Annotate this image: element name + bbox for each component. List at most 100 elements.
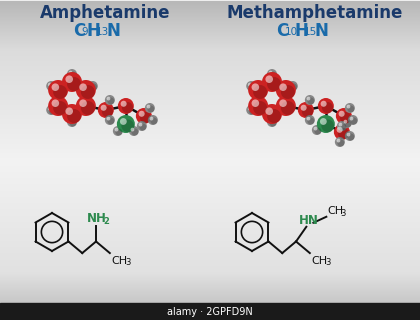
Circle shape — [336, 127, 343, 133]
Circle shape — [53, 101, 67, 115]
Text: NH: NH — [87, 212, 107, 225]
Circle shape — [115, 128, 118, 132]
Text: 3: 3 — [325, 258, 330, 267]
Circle shape — [253, 101, 267, 115]
Circle shape — [340, 112, 351, 123]
Circle shape — [48, 83, 52, 86]
Text: Methamphetamine: Methamphetamine — [227, 4, 403, 22]
Text: H: H — [295, 22, 309, 40]
Circle shape — [69, 71, 73, 75]
Circle shape — [105, 115, 115, 125]
Circle shape — [344, 121, 352, 127]
Text: H: H — [87, 22, 101, 40]
Circle shape — [276, 96, 296, 116]
Circle shape — [150, 117, 158, 124]
Circle shape — [79, 100, 87, 107]
Text: 9: 9 — [81, 27, 88, 37]
Circle shape — [137, 121, 147, 131]
Circle shape — [147, 106, 155, 113]
Circle shape — [281, 85, 295, 99]
Circle shape — [139, 123, 142, 126]
Circle shape — [350, 117, 357, 124]
Circle shape — [252, 84, 259, 91]
Circle shape — [150, 117, 153, 121]
Circle shape — [136, 108, 152, 124]
Circle shape — [53, 85, 67, 99]
Circle shape — [145, 103, 155, 113]
Circle shape — [248, 80, 268, 100]
Circle shape — [52, 84, 59, 91]
Circle shape — [307, 98, 314, 105]
Circle shape — [66, 76, 73, 83]
Circle shape — [307, 97, 310, 100]
Circle shape — [320, 118, 327, 125]
Circle shape — [131, 128, 134, 132]
Circle shape — [107, 97, 110, 100]
Text: CH: CH — [112, 256, 128, 266]
Text: 13: 13 — [96, 27, 109, 37]
Circle shape — [265, 76, 273, 83]
Text: 10: 10 — [284, 27, 298, 37]
Circle shape — [320, 101, 327, 107]
Circle shape — [344, 120, 347, 124]
Circle shape — [49, 108, 56, 115]
Circle shape — [312, 125, 322, 135]
Circle shape — [349, 117, 353, 121]
Circle shape — [81, 101, 95, 115]
Circle shape — [336, 139, 340, 142]
Circle shape — [89, 83, 93, 86]
Circle shape — [345, 131, 355, 141]
Circle shape — [342, 118, 352, 128]
Circle shape — [62, 72, 82, 92]
Circle shape — [52, 100, 59, 107]
Circle shape — [270, 119, 276, 126]
Circle shape — [67, 117, 77, 127]
Circle shape — [252, 100, 259, 107]
Circle shape — [298, 102, 314, 118]
Circle shape — [76, 80, 96, 100]
Circle shape — [67, 109, 81, 123]
Circle shape — [321, 119, 334, 132]
Circle shape — [270, 71, 276, 78]
Circle shape — [48, 80, 68, 100]
Circle shape — [248, 83, 252, 86]
Text: C: C — [276, 22, 288, 40]
Circle shape — [307, 117, 310, 121]
Circle shape — [288, 81, 298, 91]
Text: 15: 15 — [304, 27, 317, 37]
Circle shape — [347, 133, 354, 140]
Circle shape — [81, 85, 95, 99]
Circle shape — [67, 69, 77, 79]
Circle shape — [122, 102, 133, 113]
Text: 3: 3 — [125, 258, 130, 267]
Circle shape — [147, 105, 150, 108]
Circle shape — [334, 124, 350, 140]
Circle shape — [337, 140, 344, 147]
Circle shape — [302, 106, 313, 117]
Circle shape — [248, 107, 252, 110]
Circle shape — [339, 124, 346, 131]
Circle shape — [66, 108, 73, 115]
Circle shape — [148, 115, 158, 125]
Circle shape — [105, 95, 115, 105]
Circle shape — [49, 84, 56, 91]
Circle shape — [90, 84, 97, 91]
Circle shape — [108, 98, 114, 105]
Circle shape — [345, 103, 355, 113]
Circle shape — [307, 117, 314, 124]
Text: alamy · 2GPFD9N: alamy · 2GPFD9N — [167, 307, 253, 317]
Circle shape — [322, 102, 333, 113]
Circle shape — [346, 133, 350, 137]
Circle shape — [113, 126, 123, 136]
Text: N: N — [315, 22, 328, 40]
Circle shape — [262, 72, 282, 92]
Circle shape — [269, 71, 273, 75]
Circle shape — [269, 119, 273, 123]
Circle shape — [246, 81, 256, 91]
Circle shape — [120, 118, 127, 125]
Circle shape — [262, 104, 282, 124]
Circle shape — [289, 83, 293, 86]
Circle shape — [338, 128, 349, 139]
Circle shape — [88, 81, 98, 91]
Circle shape — [62, 104, 82, 124]
